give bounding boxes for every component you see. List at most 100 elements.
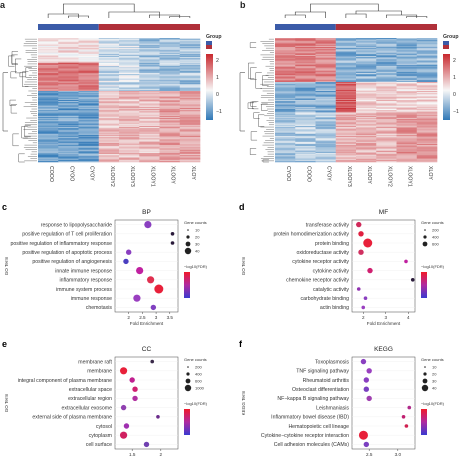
heatmap-cell: [295, 93, 316, 95]
heatmap-cell: [295, 90, 316, 93]
heatmap-cell: [396, 142, 418, 145]
heatmap-cell: [315, 90, 337, 93]
heatmap-cell: [376, 111, 397, 113]
heatmap-cell: [335, 102, 357, 104]
heatmap-cell: [119, 67, 140, 69]
heatmap-cell: [38, 105, 59, 108]
heatmap-cell: [416, 116, 438, 119]
heatmap-cell: [376, 51, 397, 53]
heatmap-cell: [98, 137, 120, 139]
heatmap-cell: [98, 115, 120, 118]
heatmap-cell: [38, 77, 59, 79]
heatmap-cell: [275, 101, 296, 103]
heatmap-cell: [376, 44, 397, 47]
heatmap-cell: [416, 98, 438, 101]
heatmap-cell: [139, 72, 160, 75]
column-label: XLOY: [190, 166, 196, 180]
heatmap-cell: [119, 66, 140, 68]
heatmap-cell: [356, 143, 377, 146]
heatmap-cell: [335, 53, 357, 56]
heatmap-cell: [179, 94, 201, 96]
heatmap-cell: [295, 110, 316, 112]
heatmap-cell: [376, 86, 397, 88]
heatmap-cell: [416, 71, 438, 74]
heatmap-cell: [315, 70, 337, 73]
heatmap-cell: [356, 130, 377, 132]
dendrogram-branch: [255, 72, 262, 89]
heatmap-cell: [78, 41, 100, 43]
heatmap-cell: [58, 142, 79, 145]
heatmap-cell: [315, 40, 337, 42]
heatmap-cell: [335, 120, 357, 122]
heatmap-cell: [119, 79, 140, 82]
heatmap-cell: [98, 78, 120, 81]
heatmap-cell: [335, 65, 357, 67]
heatmap-cell: [315, 48, 337, 50]
heatmap-cell: [119, 49, 140, 51]
heatmap-cell: [295, 119, 316, 121]
heatmap-cell: [179, 51, 201, 53]
heatmap-cell: [295, 106, 316, 109]
heatmap-cell: [139, 50, 160, 52]
heatmap-cell: [159, 133, 181, 136]
heatmap-cell: [179, 140, 201, 143]
data-point: [119, 431, 128, 439]
heatmap-cell: [335, 111, 357, 113]
heatmap-cell: [98, 152, 120, 155]
heatmap-cell: [38, 38, 59, 40]
heatmap-cell: [139, 100, 160, 102]
heatmap-cell: [38, 48, 59, 50]
heatmap-cell: [315, 133, 337, 136]
heatmap-cell: [416, 67, 438, 69]
heatmap-cell: [396, 92, 418, 94]
heatmap-cell: [58, 157, 79, 159]
heatmap-cell: [335, 59, 357, 61]
heatmap-cell: [78, 147, 100, 149]
heatmap-cell: [159, 90, 181, 93]
heatmap-cell: [98, 43, 120, 46]
heatmap-cell: [78, 157, 100, 159]
row-dendrogram: [2, 38, 37, 163]
column-labels: COOO CYOO CYOY XLOOY2 XLOOY3 XLOOY1 XLOOY XLOY: [48, 166, 196, 187]
heatmap-cell: [98, 71, 120, 74]
heatmap-cell: [38, 44, 59, 47]
heatmap-cell: [295, 57, 316, 59]
heatmap-cell: [335, 81, 357, 84]
heatmap-cell: [275, 39, 296, 41]
heatmap-cell: [78, 120, 100, 122]
heatmap-cell: [159, 154, 181, 156]
heatmap-cell: [356, 105, 377, 108]
heatmap-cell: [275, 133, 296, 136]
column-label: XLOOY3: [346, 166, 352, 187]
category-label: carbohydrate binding: [301, 296, 350, 302]
heatmap-cell: [139, 131, 160, 133]
heatmap-cell: [139, 69, 160, 71]
heatmap-cell: [275, 60, 296, 62]
heatmap-cell: [416, 90, 438, 93]
heatmap-cell: [119, 125, 140, 128]
heatmap-cell: [98, 103, 120, 105]
group-bar-control: [275, 24, 336, 30]
heatmap-cell: [356, 129, 377, 131]
dendrogram-branch: [18, 153, 25, 163]
heatmap-cell: [356, 48, 377, 50]
heatmap-cell: [179, 47, 201, 49]
heatmap-cell: [38, 80, 59, 83]
heatmap-cell: [396, 155, 418, 157]
data-point: [358, 430, 368, 440]
x-axis-label: Fold Enrichment: [367, 321, 401, 326]
size-legend-dot: [187, 366, 189, 368]
heatmap-cell: [275, 102, 296, 104]
heatmap-cell: [58, 77, 79, 79]
heatmap-cell: [139, 111, 160, 113]
heatmap-cell: [295, 87, 316, 90]
heatmap-cell: [179, 74, 201, 76]
heatmap-cell: [38, 157, 59, 159]
heatmap-cell: [275, 69, 296, 71]
heatmap-cell: [38, 100, 59, 102]
heatmap-cell: [356, 90, 377, 93]
heatmap-cell: [335, 86, 357, 88]
heatmap-cell: [416, 138, 438, 140]
heatmap-cell: [275, 143, 296, 146]
heatmap-cell: [315, 146, 337, 148]
